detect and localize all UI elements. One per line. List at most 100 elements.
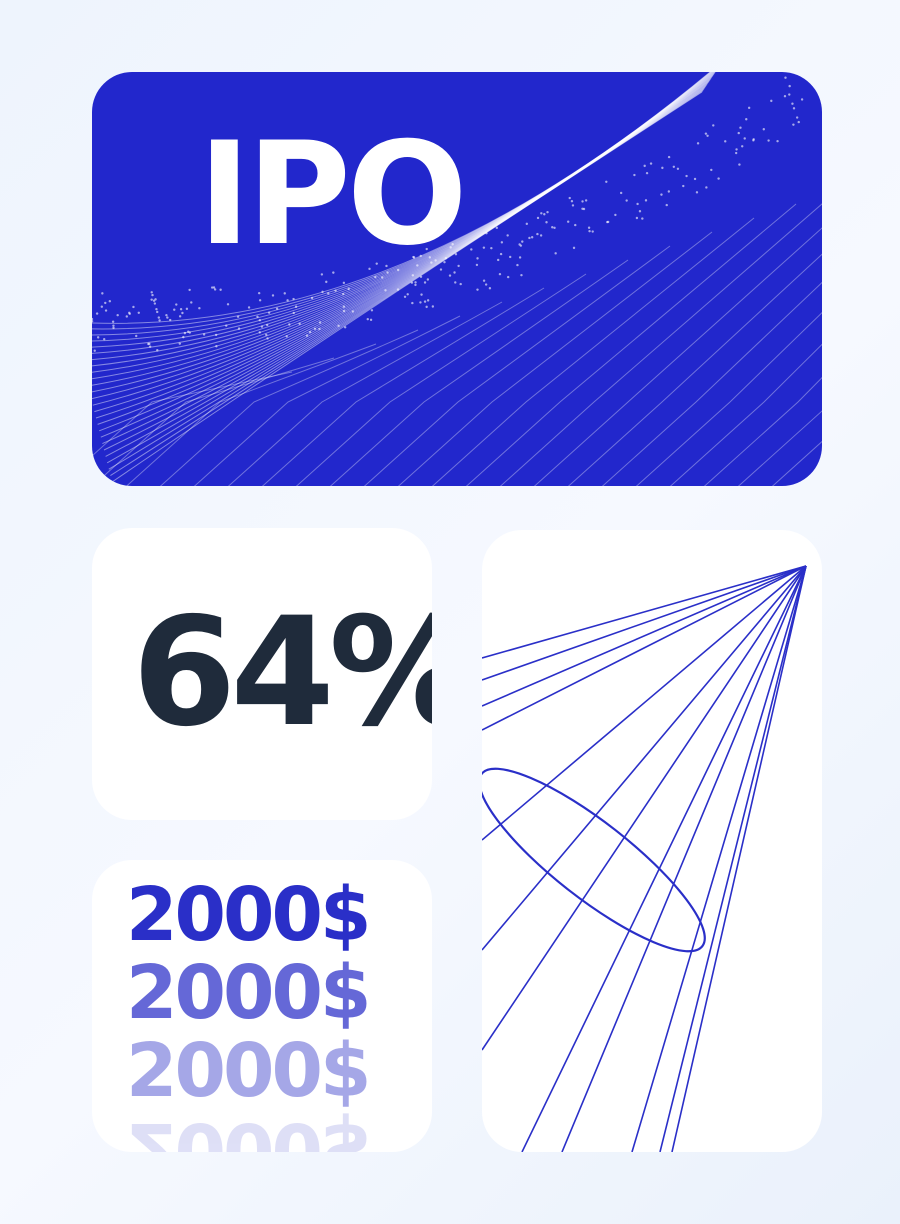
chevron-line [635, 311, 822, 486]
dot [546, 210, 549, 214]
dot [482, 246, 486, 249]
dot [412, 256, 416, 259]
dot [416, 264, 419, 267]
dot [308, 330, 312, 334]
dot [747, 106, 751, 110]
dot [375, 262, 378, 265]
wave-line [92, 72, 712, 336]
dot [265, 333, 268, 336]
price-card: 2000$ 2000$ 2000$ 2000$ [92, 860, 432, 1152]
dot [150, 298, 153, 301]
dot [566, 220, 570, 223]
wave-pattern [92, 72, 822, 486]
dot [425, 305, 428, 309]
dot [236, 315, 240, 318]
dot [587, 226, 591, 229]
dot [92, 320, 94, 323]
wave-line [92, 72, 716, 367]
dot [414, 283, 417, 287]
dot [490, 246, 493, 250]
dot [198, 307, 201, 310]
cone-line [671, 565, 807, 1152]
chevron-line [193, 315, 461, 486]
dot [260, 325, 264, 328]
dot [288, 323, 291, 326]
dot [386, 271, 389, 274]
dot [484, 283, 488, 286]
dot [571, 204, 575, 207]
dot [667, 190, 671, 193]
dot [423, 300, 427, 303]
cone-line [482, 565, 807, 1051]
dot [178, 315, 182, 318]
dot [762, 128, 765, 131]
dot [125, 315, 128, 318]
dot [661, 166, 664, 170]
dot [381, 276, 384, 279]
chevron-line [567, 253, 822, 486]
dot [439, 268, 443, 271]
dot [685, 174, 688, 178]
dot [788, 84, 791, 88]
dot [553, 226, 556, 230]
dot [168, 318, 172, 322]
cone-line [482, 565, 807, 951]
dot [108, 299, 112, 303]
dot [636, 202, 639, 206]
wave-line [92, 72, 715, 361]
dot [645, 171, 649, 175]
wave-line [92, 72, 711, 324]
chevron-line [363, 245, 671, 486]
dot [745, 118, 748, 121]
dot [459, 282, 462, 286]
dot [770, 99, 773, 103]
dot [498, 272, 502, 276]
cone-line [482, 565, 807, 731]
chevron-line [125, 343, 377, 486]
dot [116, 313, 119, 317]
dot [767, 139, 770, 142]
dot [96, 336, 100, 339]
dot [614, 213, 617, 217]
dot [448, 274, 452, 277]
dot [219, 288, 222, 291]
dot [342, 309, 346, 313]
dot [185, 307, 189, 311]
dot [226, 303, 230, 306]
dot [343, 326, 347, 329]
dot [187, 330, 190, 333]
dot [536, 216, 540, 220]
dot [342, 281, 346, 285]
ipo-card: IPO [92, 72, 822, 486]
dot [313, 327, 317, 331]
dot [717, 177, 720, 180]
dot [420, 293, 423, 296]
dot [112, 326, 115, 330]
dot [305, 334, 309, 337]
wave-line [92, 72, 712, 330]
dot [696, 142, 700, 145]
dot [776, 139, 779, 143]
dot [414, 281, 417, 284]
wave-line [92, 77, 712, 406]
dot [327, 292, 330, 295]
dot [581, 200, 584, 203]
dot [419, 275, 423, 278]
dot [247, 306, 251, 309]
dot [443, 260, 446, 264]
dot [368, 267, 371, 271]
dot [706, 134, 709, 138]
dot [739, 126, 742, 129]
dot [509, 255, 512, 259]
wave-line [102, 84, 708, 445]
dot [257, 291, 261, 295]
dot [495, 226, 499, 230]
dot [137, 311, 140, 314]
dot [638, 210, 642, 213]
stat-value: 64% [132, 586, 432, 760]
dot [665, 203, 668, 207]
wave-line [111, 91, 703, 483]
wave-line [92, 72, 713, 342]
wave-line [106, 87, 705, 464]
chevron-line [771, 440, 822, 486]
